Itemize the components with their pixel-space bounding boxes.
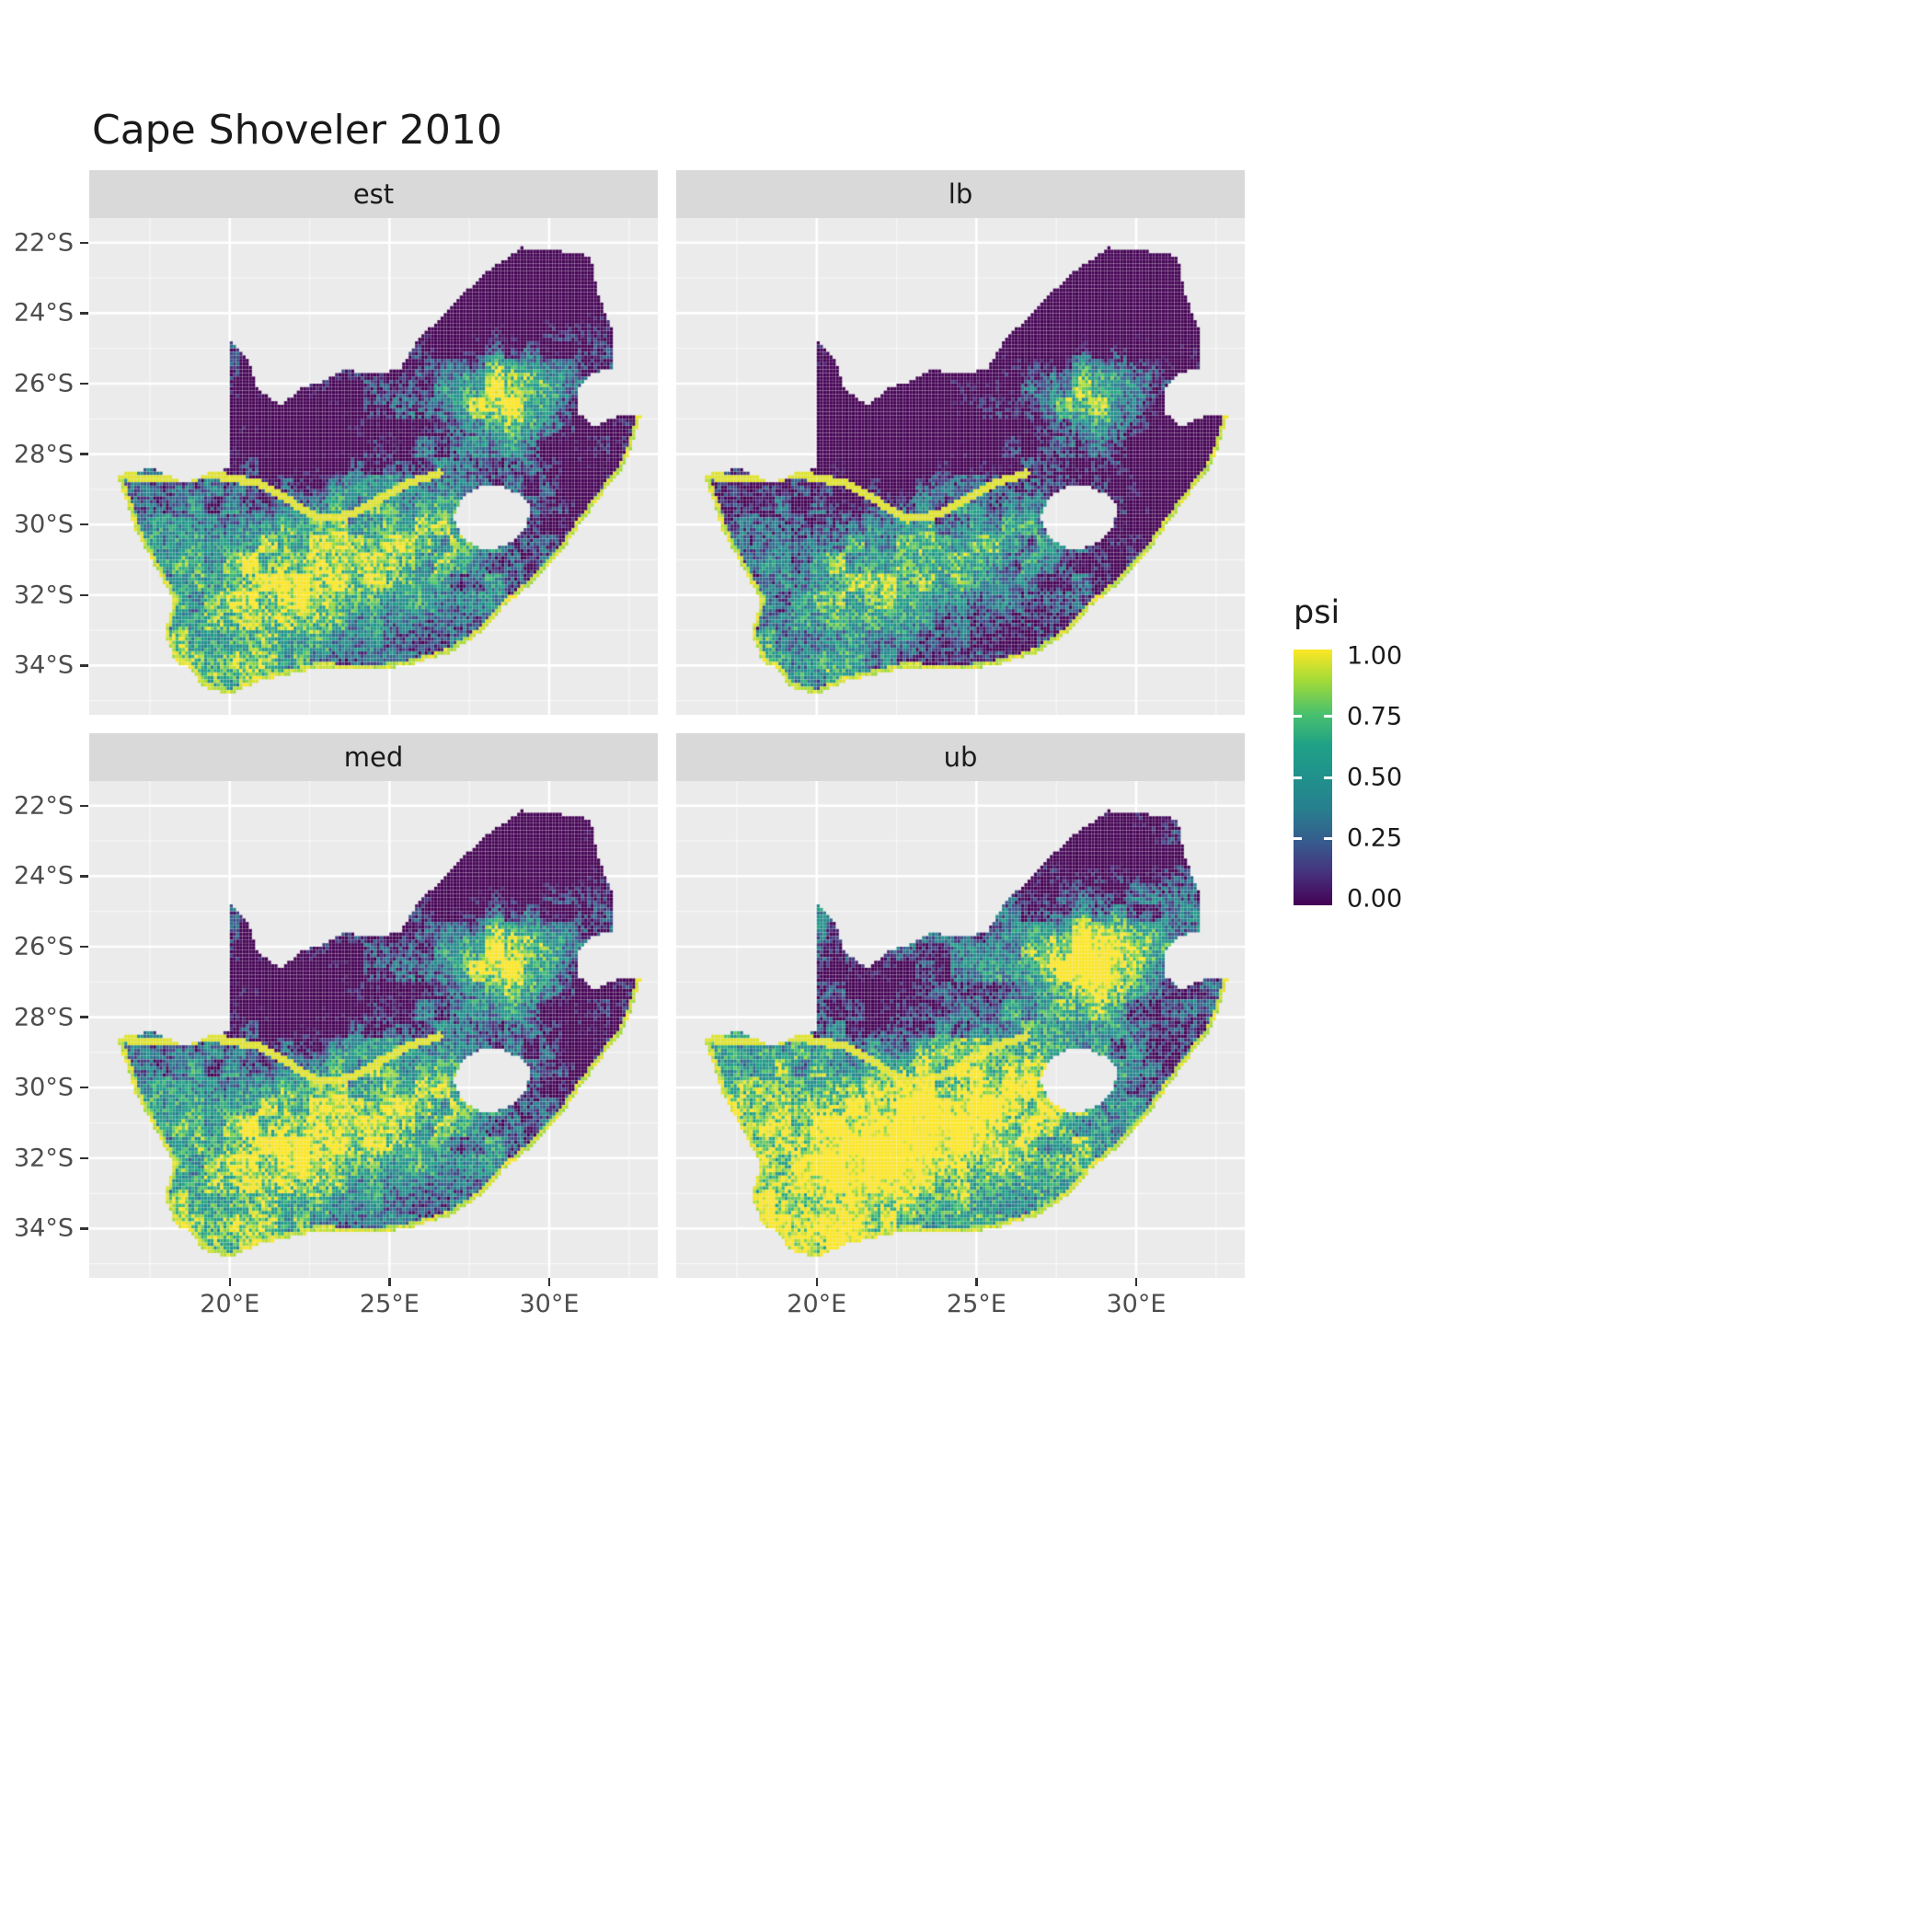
facet-panel-ub	[676, 781, 1245, 1278]
legend-tick-label: 0.75	[1347, 702, 1403, 731]
y-axis-tick-label: 28°S	[14, 440, 74, 469]
y-axis-tick-label: 30°S	[14, 510, 74, 539]
facet-panel-est	[89, 218, 658, 715]
x-axis-tick-label: 25°E	[946, 1290, 1006, 1318]
axis-tick-mark	[80, 523, 88, 526]
axis-tick-mark	[80, 1086, 88, 1089]
axis-tick-mark	[80, 875, 88, 878]
legend-bar-tick	[1324, 776, 1332, 779]
axis-tick-mark	[1134, 1278, 1138, 1286]
axis-tick-mark	[388, 1278, 391, 1286]
x-axis-tick-label: 30°E	[1106, 1290, 1167, 1318]
facet-strip-label: lb	[948, 178, 973, 210]
facet-strip-est: est	[89, 170, 658, 218]
y-axis-tick-label: 26°S	[14, 369, 74, 398]
axis-tick-mark	[80, 1227, 88, 1230]
axis-tick-mark	[815, 1278, 818, 1286]
legend-title: psi	[1294, 594, 1340, 631]
facet-strip-label: est	[352, 178, 395, 210]
y-axis-tick-label: 32°S	[14, 1144, 74, 1173]
facet-strip-ub: ub	[676, 733, 1245, 781]
legend-bar-tick	[1294, 776, 1302, 779]
plot-title: Cape Shoveler 2010	[92, 107, 502, 154]
facet-panel-med	[89, 781, 658, 1278]
y-axis-tick-label: 34°S	[14, 1213, 74, 1243]
axis-tick-mark	[80, 664, 88, 667]
axis-tick-mark	[80, 945, 88, 949]
legend-bar-tick	[1324, 836, 1332, 840]
axis-tick-mark	[975, 1278, 978, 1286]
facet-strip-label: ub	[943, 742, 978, 773]
legend-tick-label: 1.00	[1347, 641, 1403, 671]
y-axis-tick-label: 22°S	[14, 228, 74, 258]
legend-bar-tick	[1294, 836, 1302, 840]
x-axis-tick-label: 20°E	[200, 1290, 260, 1318]
y-axis-tick-label: 26°S	[14, 932, 74, 961]
legend-tick-label: 0.25	[1347, 823, 1403, 853]
legend-bar-tick	[1324, 715, 1332, 719]
axis-tick-mark	[228, 1278, 231, 1286]
facet-panel-lb	[676, 218, 1245, 715]
axis-tick-mark	[80, 241, 88, 245]
axis-tick-mark	[80, 382, 88, 385]
x-axis-tick-label: 20°E	[787, 1290, 847, 1318]
facet-strip-lb: lb	[676, 170, 1245, 218]
y-axis-tick-label: 24°S	[14, 861, 74, 891]
axis-tick-mark	[80, 804, 88, 808]
x-axis-tick-label: 30°E	[519, 1290, 580, 1318]
legend-tick-label: 0.00	[1347, 884, 1403, 914]
legend-tick-label: 0.50	[1347, 763, 1403, 792]
facet-strip-label: med	[343, 742, 404, 773]
y-axis-tick-label: 32°S	[14, 581, 74, 610]
y-axis-tick-label: 22°S	[14, 791, 74, 821]
y-axis-tick-label: 34°S	[14, 650, 74, 680]
legend-bar-tick	[1294, 715, 1302, 719]
axis-tick-mark	[80, 1016, 88, 1018]
axis-tick-mark	[80, 312, 88, 315]
axis-tick-mark	[80, 593, 88, 597]
y-axis-tick-label: 30°S	[14, 1073, 74, 1102]
y-axis-tick-label: 28°S	[14, 1003, 74, 1032]
axis-tick-mark	[547, 1278, 551, 1286]
y-axis-tick-label: 24°S	[14, 298, 74, 328]
axis-tick-mark	[80, 1156, 88, 1160]
x-axis-tick-label: 25°E	[359, 1290, 420, 1318]
axis-tick-mark	[80, 453, 88, 455]
facet-strip-med: med	[89, 733, 658, 781]
